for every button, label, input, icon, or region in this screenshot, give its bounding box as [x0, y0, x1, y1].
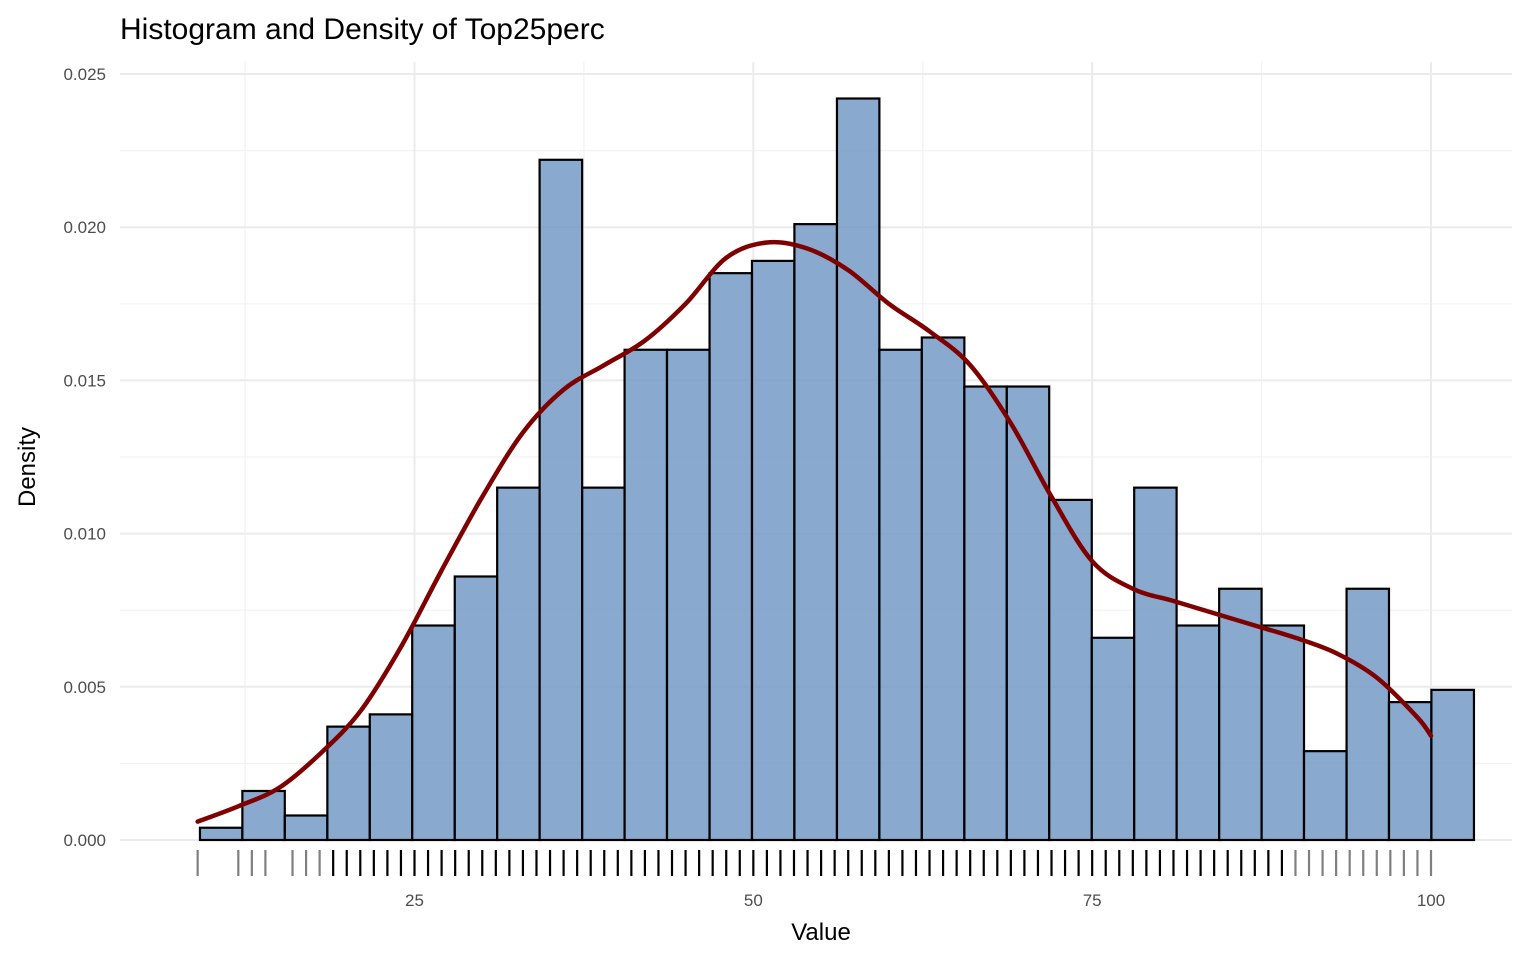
y-tick-label: 0.005 — [63, 678, 106, 697]
histogram-bar — [1302, 750, 1348, 842]
x-tick-label: 50 — [744, 891, 763, 910]
x-tick-label: 100 — [1417, 891, 1445, 910]
histogram-bar — [1345, 587, 1391, 842]
histogram-bars — [198, 97, 1476, 842]
y-tick-label: 0.015 — [63, 371, 106, 390]
y-tick-label: 0.025 — [63, 65, 106, 84]
histogram-bar — [496, 486, 541, 842]
histogram-bar — [283, 814, 329, 842]
rug-marks — [196, 850, 1433, 876]
y-tick-label: 0.020 — [63, 218, 106, 237]
histogram-bar — [368, 713, 414, 842]
histogram-bar — [1005, 385, 1051, 842]
histogram-bar — [750, 259, 796, 842]
y-axis-ticks: 0.000 0.005 0.010 0.015 0.020 0.025 — [63, 65, 106, 850]
y-tick-label: 0.010 — [63, 525, 106, 544]
y-tick-label: 0.000 — [63, 831, 106, 850]
histogram-bar — [411, 624, 456, 842]
histogram-bar — [538, 158, 584, 842]
histogram-bar — [665, 348, 711, 842]
chart-title: Histogram and Density of Top25perc — [120, 13, 605, 46]
x-axis-title: Value — [791, 919, 851, 946]
histogram-bar — [1090, 636, 1136, 842]
histogram-bar — [198, 826, 244, 842]
histogram-bar — [878, 348, 923, 842]
histogram-bar — [581, 486, 626, 842]
histogram-bar — [1430, 688, 1476, 842]
histogram-bar — [1175, 624, 1221, 842]
histogram-bar — [1260, 624, 1306, 842]
density-curve — [195, 239, 1434, 824]
x-axis-ticks: 25 50 75 100 — [405, 891, 1445, 910]
y-axis-title: Density — [14, 427, 41, 507]
histogram-bar — [708, 272, 754, 842]
histogram-bar — [963, 385, 1008, 842]
histogram-bar — [1218, 587, 1263, 842]
histogram-bar — [453, 575, 499, 842]
histogram-bar — [326, 725, 371, 842]
histogram-bar — [1387, 701, 1433, 842]
histogram-bar — [241, 789, 286, 842]
histogram-bar — [793, 223, 839, 842]
histogram-bar — [920, 336, 966, 842]
x-tick-label: 25 — [405, 891, 424, 910]
histogram-bar — [835, 97, 881, 842]
x-tick-label: 75 — [1083, 891, 1102, 910]
histogram-bar — [1133, 486, 1178, 842]
density-curve-group — [195, 239, 1434, 824]
histogram-bar — [623, 348, 669, 842]
